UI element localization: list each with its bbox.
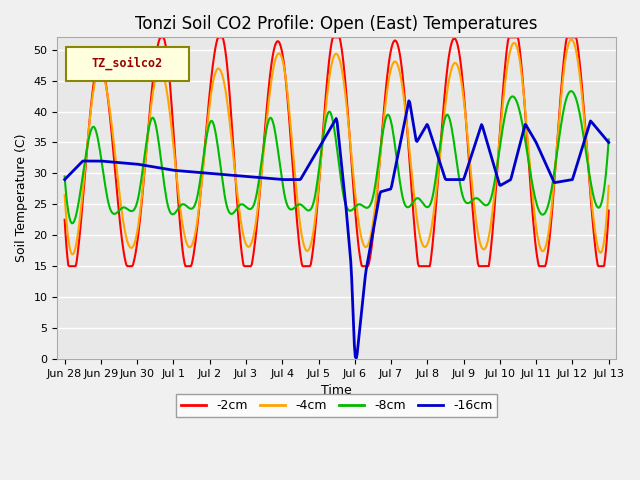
Text: TZ_soilco2: TZ_soilco2 — [92, 57, 163, 71]
-16cm — [405, 98, 413, 104]
-4cm — [471, 211, 479, 216]
-2cm — [159, 35, 166, 40]
-4cm — [61, 192, 68, 198]
-16cm — [157, 165, 164, 171]
-2cm — [308, 250, 316, 255]
-4cm — [425, 237, 433, 243]
X-axis label: Time: Time — [321, 384, 352, 397]
-16cm — [201, 170, 209, 176]
Line: -16cm: -16cm — [65, 101, 609, 358]
-8cm — [568, 88, 575, 94]
-4cm — [382, 96, 390, 101]
-2cm — [65, 264, 73, 269]
Title: Tonzi Soil CO2 Profile: Open (East) Temperatures: Tonzi Soil CO2 Profile: Open (East) Temp… — [136, 15, 538, 33]
-8cm — [382, 114, 390, 120]
-2cm — [202, 126, 210, 132]
Line: -2cm: -2cm — [65, 37, 609, 266]
-4cm — [568, 36, 575, 42]
-4cm — [605, 183, 612, 189]
Line: -4cm: -4cm — [65, 39, 609, 254]
-8cm — [471, 195, 479, 201]
-4cm — [158, 69, 166, 74]
-8cm — [425, 204, 433, 209]
-16cm — [382, 187, 390, 193]
-2cm — [472, 245, 480, 251]
-8cm — [61, 174, 68, 180]
-4cm — [308, 238, 316, 243]
-16cm — [472, 138, 480, 144]
-16cm — [307, 159, 315, 165]
-2cm — [426, 264, 434, 269]
-16cm — [353, 355, 360, 361]
-8cm — [308, 205, 316, 211]
-16cm — [61, 177, 68, 182]
-2cm — [605, 208, 612, 214]
Y-axis label: Soil Temperature (C): Soil Temperature (C) — [15, 134, 28, 263]
-8cm — [158, 163, 166, 169]
Line: -8cm: -8cm — [65, 91, 609, 223]
-2cm — [157, 35, 164, 40]
FancyBboxPatch shape — [66, 47, 189, 81]
-2cm — [383, 74, 391, 80]
-8cm — [68, 220, 76, 226]
-2cm — [61, 217, 68, 223]
-16cm — [605, 140, 612, 145]
Legend: -2cm, -4cm, -8cm, -16cm: -2cm, -4cm, -8cm, -16cm — [176, 394, 497, 417]
-16cm — [426, 129, 434, 134]
-8cm — [605, 136, 612, 142]
-8cm — [202, 141, 209, 147]
-4cm — [202, 142, 209, 147]
-4cm — [69, 252, 77, 257]
